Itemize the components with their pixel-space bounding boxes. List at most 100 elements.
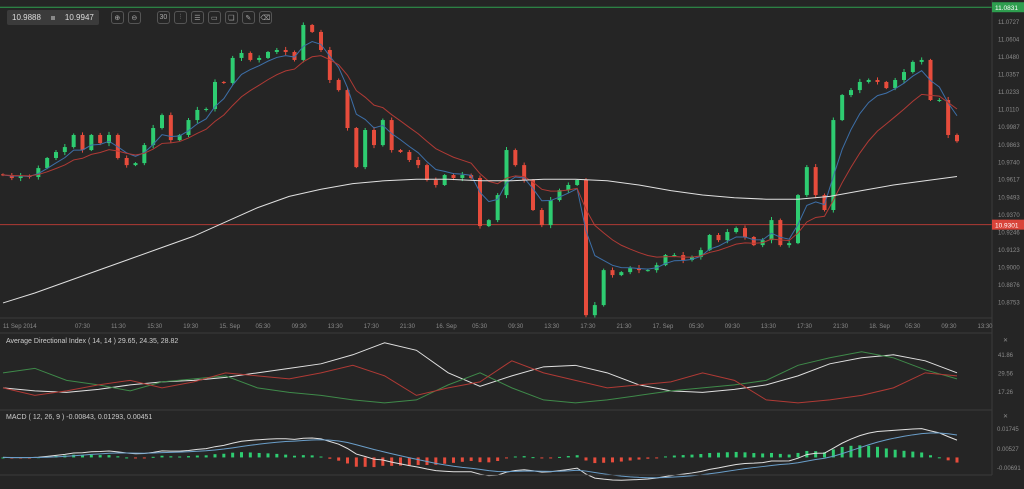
macd-histogram-bar xyxy=(849,445,853,458)
macd-histogram-bar xyxy=(169,456,173,458)
time-tick-label: 11 Sep 2014 xyxy=(3,324,37,330)
time-tick-label: 05:30 xyxy=(472,324,488,330)
candle-body xyxy=(857,81,862,91)
price-tick-label: 10.9000 xyxy=(998,265,1020,271)
candle-body xyxy=(504,150,509,196)
candle-body xyxy=(389,120,394,151)
price-tick-label: 11.0233 xyxy=(998,90,1020,96)
candle-body xyxy=(919,59,924,62)
macd-histogram-bar xyxy=(575,455,579,458)
candle-body xyxy=(107,134,111,144)
macd-tick-label: 0.01745 xyxy=(997,427,1019,433)
macd-histogram-bar xyxy=(831,449,835,458)
long-moving-average-line xyxy=(2,175,958,304)
price-tick-label: 10.9987 xyxy=(998,125,1020,131)
time-tick-label: 17. Sep xyxy=(653,324,674,330)
macd-histogram-bar xyxy=(646,457,650,459)
price-tick-label: 11.0480 xyxy=(998,55,1020,61)
macd-histogram-bar xyxy=(717,452,720,458)
macd-histogram-bar xyxy=(434,457,438,465)
macd-histogram-bar xyxy=(814,451,818,458)
candle-body xyxy=(910,61,915,73)
time-tick-label: 15. Sep xyxy=(219,324,240,330)
macd-line xyxy=(2,428,958,481)
candle-body xyxy=(1,174,5,176)
zoom-in-icon[interactable]: ⊕ xyxy=(110,11,124,24)
macd-histogram-bar xyxy=(452,457,455,463)
candle-body xyxy=(840,95,845,121)
candle-body xyxy=(575,180,580,185)
macd-histogram-bar xyxy=(672,455,676,458)
macd-histogram-bar xyxy=(204,455,208,458)
macd-histogram-bar xyxy=(946,457,950,461)
zoom-out-icon[interactable]: ⊖ xyxy=(127,11,141,24)
candle-body xyxy=(707,235,712,251)
timeframe-button[interactable]: 30 xyxy=(156,11,170,24)
price-tick-label: 11.0110 xyxy=(998,108,1019,114)
candle-body xyxy=(301,24,306,60)
candle-body xyxy=(734,228,739,233)
candle-body xyxy=(274,49,279,52)
spread-separator-icon xyxy=(50,15,55,20)
current-price-label: 11.0831 xyxy=(995,5,1018,12)
candle-body xyxy=(822,195,827,211)
bid-ask-box[interactable]: 10.9888 10.9947 xyxy=(7,10,99,25)
macd-histogram-bar xyxy=(195,455,199,458)
macd-histogram-bar xyxy=(734,451,738,458)
candle-body xyxy=(266,51,270,58)
drawing-tools-icon[interactable]: ☰ xyxy=(190,11,204,24)
macd-histogram-bar xyxy=(505,457,508,459)
close-adx-panel-icon[interactable]: ✕ xyxy=(1003,338,1008,344)
macd-histogram-bar xyxy=(858,445,862,458)
candle-body xyxy=(239,52,244,58)
candle-body xyxy=(531,180,535,211)
candle-body xyxy=(195,109,200,121)
time-tick-label: 13:30 xyxy=(544,324,560,330)
candle-body xyxy=(769,220,774,241)
macd-histogram-bar xyxy=(929,455,932,458)
candle-body xyxy=(866,79,871,82)
macd-histogram-bar xyxy=(540,457,544,459)
adx-line xyxy=(2,342,958,393)
macd-panel xyxy=(1,428,959,481)
macd-histogram-bar xyxy=(619,457,623,462)
macd-histogram-bar xyxy=(187,456,190,458)
candle-body xyxy=(336,79,341,91)
adx-title: Average Directional Index ( 14, 14 ) 29.… xyxy=(6,338,179,345)
candle-body xyxy=(451,175,456,179)
price-tick-label: 10.8876 xyxy=(998,283,1020,289)
current-price-tag xyxy=(992,2,1024,13)
time-tick-label: 09:30 xyxy=(941,324,957,330)
candle-body xyxy=(160,115,164,129)
candle-body xyxy=(18,176,23,179)
candle-body xyxy=(902,72,906,80)
indicators-icon[interactable]: ⫶ xyxy=(173,11,187,24)
templates-icon[interactable]: ❏ xyxy=(224,11,238,24)
candle-body xyxy=(442,175,447,185)
candle-body xyxy=(310,24,315,32)
candle-body xyxy=(204,108,209,110)
macd-histogram-bar xyxy=(134,457,137,459)
macd-histogram-bar xyxy=(628,457,632,461)
macd-histogram-bar xyxy=(522,456,526,458)
clear-icon[interactable]: ⌫ xyxy=(258,11,272,24)
candle-body xyxy=(813,167,818,196)
close-macd-panel-icon[interactable]: ✕ xyxy=(1003,414,1008,420)
macd-histogram-bar xyxy=(381,457,385,466)
macd-histogram-bar xyxy=(487,457,491,463)
time-tick-label: 13:30 xyxy=(328,324,344,330)
macd-title: MACD ( 12, 26, 9 ) -0.00843, 0.01293, 0.… xyxy=(6,414,153,421)
candle-body xyxy=(601,270,606,306)
macd-histogram-bar xyxy=(142,457,146,459)
candle-body xyxy=(248,52,253,60)
macd-histogram-bar xyxy=(584,457,588,461)
time-tick-label: 11:30 xyxy=(111,324,126,330)
candle-body xyxy=(142,145,147,164)
edit-icon[interactable]: ✎ xyxy=(241,11,255,24)
signal-line xyxy=(2,432,958,479)
candle-body xyxy=(743,228,747,238)
candle-body xyxy=(460,175,465,179)
chart-type-icon[interactable]: ▭ xyxy=(207,11,221,24)
macd-histogram-bar xyxy=(761,453,765,458)
